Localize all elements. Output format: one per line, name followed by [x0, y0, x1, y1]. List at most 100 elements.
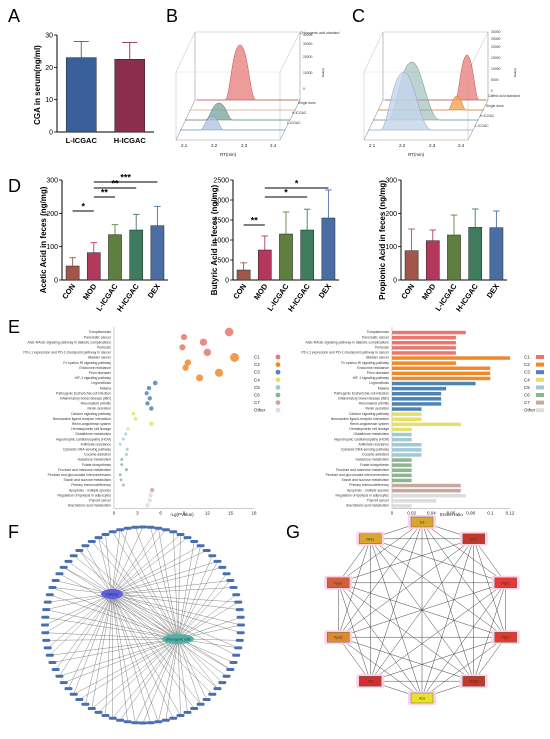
panel-label-d: D: [8, 176, 21, 196]
panel-d-propionic-chart: Propionic Acid in feces (ng/mg) 0 100 200 3…: [378, 178, 507, 314]
panel-d-acetic-bar-3: [129, 229, 144, 281]
panel-g-node-label-4: Mmp9: [469, 680, 479, 684]
panel-a-bar-0: [65, 57, 97, 133]
panel-e-bubble-32: [148, 493, 153, 498]
panel-e-x2tick-3: 0.06: [447, 511, 456, 516]
panel-e-pathway-label-33: Thyroid cancer: [89, 499, 112, 503]
panel-e-pathway-label-27: Fructose and mannose metabolism: [58, 468, 111, 472]
panel-e-bubble-3: [179, 344, 186, 351]
panel-f-edge-cga-17: [177, 601, 239, 640]
panel-g-node-label-2: Ptgs2: [501, 581, 510, 585]
panel-g-node-label-8: Nos2: [334, 581, 342, 585]
panel-e-bar-17: [392, 417, 422, 421]
panel-e-bar-21: [392, 437, 412, 442]
panel-d-acetic-bar-4: [150, 225, 165, 281]
panel-e-bubble-4: [203, 348, 212, 357]
panel-f-target-node-27: [222, 674, 231, 678]
panel-c-ztick-1: 5000: [491, 78, 499, 82]
panel-f-target-node-50: [69, 692, 78, 696]
panel-f-target-node-72: [81, 544, 90, 548]
panel-f-edge-cga-55: [52, 638, 179, 663]
panel-e-legend-dot-1: [275, 362, 281, 367]
panel-f-edge-caffeine-47: [91, 593, 113, 709]
panel-d-propionic-ytick-2: 200: [385, 211, 397, 218]
panel-e-right-legend-swatch-2: [536, 370, 544, 375]
panel-f-edge-cga-37: [165, 638, 179, 721]
panel-c-ztick-5: 25000: [491, 37, 501, 41]
panel-c-series-single: Single dose: [486, 104, 504, 108]
panel-f-target-node-63: [43, 600, 52, 604]
panel-f-target-node-8: [196, 544, 205, 548]
panel-c-xlabel: RT(min): [408, 152, 425, 157]
panel-d-acetic-category-0: CON: [60, 282, 77, 301]
panel-f-edge-caffeine-14: [111, 580, 231, 595]
panel-f-target-node-46: [94, 710, 103, 714]
panel-e-bar-label-18: Renin-angiotensin system: [350, 422, 389, 426]
panel-f-edge-cga-41: [135, 638, 179, 723]
panel-g-node-9: [359, 533, 382, 545]
panel-f-target-node-70: [69, 554, 78, 558]
panel-g-edge-38: [370, 538, 423, 699]
panel-e-bubble-24: [124, 452, 128, 456]
panel-d-butyric-sig-label-1: *: [284, 188, 288, 198]
panel-f-target-node-43: [116, 718, 125, 722]
panel-e-bar-label-17: Neuroactive ligand-receptor interaction: [331, 417, 389, 421]
panel-f-edge-cga-14: [177, 580, 231, 640]
panel-f-edge-cga-77: [119, 529, 179, 640]
panel-e-bar-18: [392, 422, 461, 427]
panel-e-legend-label-6: C7: [254, 400, 260, 405]
panel-e-pathway-label-24: Cocaine addiction: [84, 453, 111, 457]
panel-c-series-standard: Caffeic acid standard: [488, 94, 520, 98]
panel-f-edge-caffeine-54: [55, 593, 113, 670]
panel-e-bar-20: [392, 432, 412, 437]
panel-e-bubble-17: [133, 416, 138, 421]
panel-e-legend-label-2: C3: [254, 370, 260, 375]
panel-e-bar-label-21: Hypertrophic cardiomyopathy (HCM): [334, 437, 389, 441]
panel-f-edge-cga-26: [177, 638, 231, 670]
panel-f-target-node-38: [154, 720, 163, 724]
panel-g-node-label-9: Ntrk1: [366, 537, 374, 541]
panel-e-bar-label-29: Starch and sucrose metabolism: [342, 478, 390, 482]
panel-f-edge-cga-50: [73, 638, 179, 695]
panel-e-chart: -Lg(PValue) Enrich ratio 0 3 6 9 12 15 18 Toxop…: [23, 327, 544, 517]
panel-f-target-node-55: [48, 661, 57, 665]
panel-d-butyric-category-0: CON: [231, 282, 248, 301]
panel-f-edge-caffeine-0: [111, 526, 144, 595]
panel-f-edge-cga-35: [177, 638, 181, 716]
panel-g-node-5: [410, 692, 434, 704]
panel-f-target-node-73: [87, 539, 96, 543]
panel-e-bar-6: [392, 361, 456, 365]
panel-c-ztick-3: 15000: [491, 56, 501, 60]
panel-e-bar-31: [392, 488, 461, 493]
panel-f-target-node-5: [176, 532, 185, 536]
panel-f-edge-caffeine-12: [111, 567, 223, 595]
panel-e-pathway-label-2: AGE-RAGE signaling pathway in diabetic c…: [28, 340, 112, 344]
panel-e-pathway-label-13: Inflammatory bowel disease (IBD): [60, 397, 111, 401]
panel-e-right-legend-swatch-4: [536, 385, 544, 390]
panel-e-bubble-16: [131, 411, 136, 416]
panel-e-bar-label-4: PD-L1 expression and PD-1 checkpoint pat…: [301, 351, 390, 355]
panel-e-bar-32: [392, 494, 466, 498]
panel-f-edge-caffeine-63: [47, 593, 113, 603]
panel-g-edge-33: [338, 582, 474, 682]
panel-e-bar-8: [392, 371, 491, 376]
panel-f-target-node-30: [208, 692, 217, 696]
panel-f-target-node-16: [232, 593, 241, 597]
panel-e-bubble-25: [120, 458, 124, 461]
panel-g-edge-23: [370, 538, 506, 584]
panel-e-bubble-31: [149, 487, 155, 493]
panel-f-edge-cga-62: [46, 609, 179, 640]
panel-c-xtick-1: 2.2: [399, 143, 406, 148]
panel-f-target-node-23: [234, 646, 243, 650]
panel-d-propionic-category-3: H-ICGAC: [454, 282, 480, 314]
panel-e-bar-0: [392, 330, 466, 335]
panel-e-pathway-label-28: Pentose and glucuronate interconversions: [48, 473, 112, 477]
panel-e-legend-label-5: C6: [254, 393, 260, 398]
panel-f-target-node-45: [101, 714, 110, 718]
panel-g-edge-36: [338, 636, 423, 699]
panel-e-xtick-2: 6: [159, 511, 162, 516]
panel-d-propionic-bar-3: [468, 227, 483, 281]
panel-g-node-4: [462, 675, 485, 687]
panel-label-f: F: [8, 522, 19, 542]
